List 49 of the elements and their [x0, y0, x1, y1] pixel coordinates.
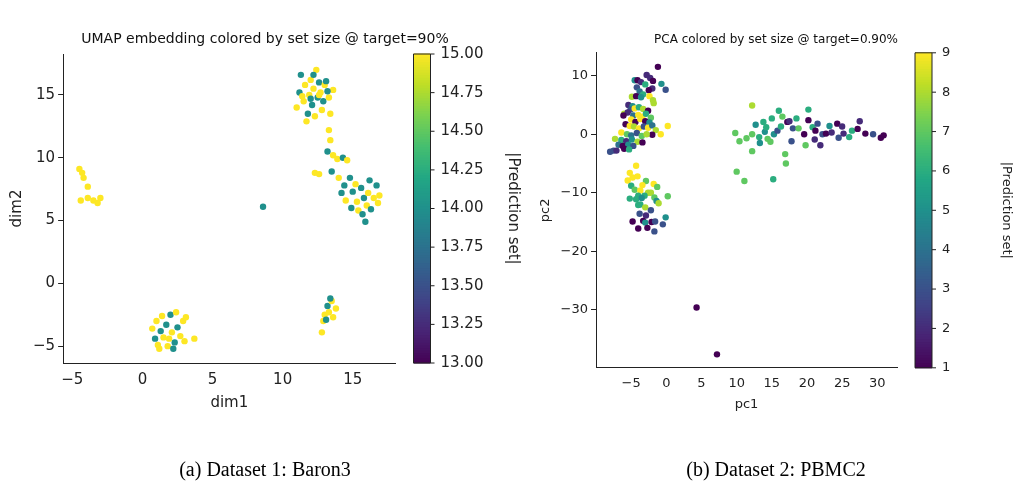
y-tick-label: −5	[32, 336, 56, 355]
y-tick-label: 10	[36, 147, 56, 166]
x-tick-label: 15	[343, 369, 363, 388]
x-tick-label: 5	[207, 369, 218, 388]
x-tick-label: 10	[273, 369, 293, 388]
text: (a) Dataset 1: Baron3	[178, 458, 352, 481]
y-axis-title: pc2	[537, 198, 553, 223]
color-bar-title: |Prediction set|	[999, 161, 1015, 259]
y-tick-label: −30	[560, 301, 589, 317]
color-bar-label: 6	[942, 162, 951, 178]
x-tick-label: −5	[621, 374, 641, 390]
color-bar-label: 13.50	[440, 275, 484, 294]
color-bar-label: 3	[942, 280, 951, 296]
x-tick-label: 15	[763, 374, 781, 390]
y-tick-label: 0	[45, 273, 56, 292]
x-tick-label: 5	[697, 374, 706, 390]
x-tick-label: 20	[798, 374, 816, 390]
y-tick-label: 5	[45, 210, 56, 229]
x-tick-label: 25	[833, 374, 851, 390]
y-tick-label: 15	[36, 84, 56, 103]
color-bar-label: 14.00	[440, 198, 484, 217]
x-tick-label: −5	[61, 369, 84, 388]
y-tick-label: 0	[579, 125, 589, 141]
x-tick-label: 0	[662, 374, 671, 390]
y-tick-label: −20	[560, 242, 589, 258]
color-bar-label: 5	[942, 201, 951, 217]
color-bar-label: 1	[942, 359, 951, 375]
color-bar-label: 14.25	[440, 159, 484, 178]
color-bar-label: 14.50	[440, 121, 484, 140]
x-axis-title: pc1	[734, 395, 759, 411]
color-bar-label: 8	[942, 83, 951, 99]
x-tick-label: 30	[869, 374, 886, 390]
color-bar-label: 13.25	[440, 314, 484, 333]
y-axis-title: dim2	[6, 189, 25, 228]
color-bar-label: 4	[942, 241, 951, 257]
x-tick-label: 0	[137, 369, 148, 388]
color-bar-label: 13.75	[440, 237, 484, 256]
color-bar-label: 13.00	[440, 352, 484, 371]
color-bar-title: |Prediction set|	[505, 152, 524, 265]
color-bar-label: 7	[942, 122, 951, 138]
color-bar-label: 2	[942, 319, 951, 335]
color-bar-label: 9	[942, 44, 951, 60]
x-tick-label: 10	[728, 374, 745, 390]
chart-title: PCA colored by set size @ target=0.90%	[654, 31, 898, 46]
y-tick-label: −10	[560, 184, 589, 200]
text: (b) Dataset 2: PBMC2	[685, 458, 867, 481]
color-bar-label: 14.75	[440, 82, 484, 101]
y-tick-label: 10	[571, 67, 589, 83]
x-axis-title: dim1	[210, 392, 249, 411]
